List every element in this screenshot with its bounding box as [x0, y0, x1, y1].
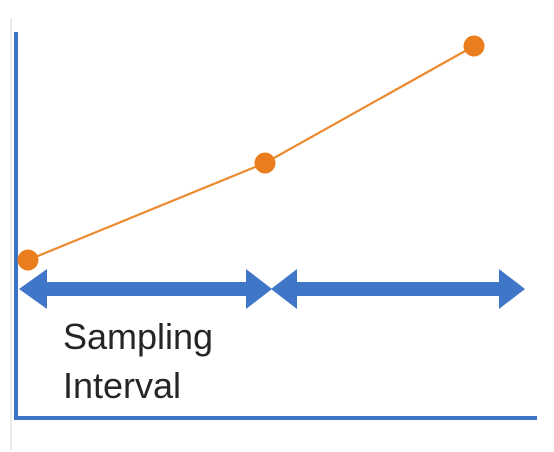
interval-label: Interval — [63, 365, 181, 406]
sample-point-1 — [17, 249, 39, 271]
sample-point-2 — [254, 152, 276, 174]
sampling-label: Sampling — [63, 316, 213, 357]
sample-point-3 — [463, 35, 485, 57]
interval-arrow-2 — [271, 269, 525, 309]
sample-line — [27, 45, 475, 262]
interval-arrow-1 — [19, 269, 272, 309]
